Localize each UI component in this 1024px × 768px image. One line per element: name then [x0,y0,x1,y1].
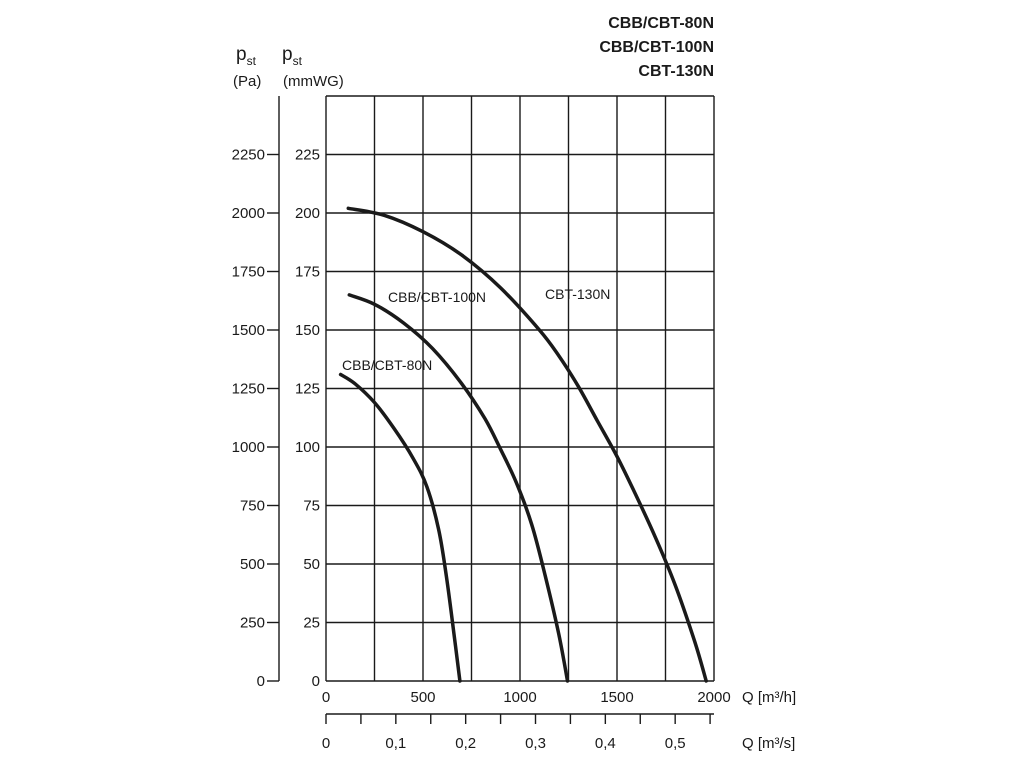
y-axis-mmwg-tick-label: 100 [295,439,320,456]
y-axis-pa-symbol: p [236,44,247,65]
y-axis-pa-tick-label: 0 [257,673,265,690]
y-axis-mmwg-unit: (mmWG) [283,73,344,90]
svg-text:pst: pst [236,44,257,68]
curve-cbb-cbt-100n [347,293,570,683]
x-axis-m3h-tick-label: 1000 [503,689,536,706]
x-axis-m3h-tick-label: 2000 [697,689,730,706]
x-axis-m3h-label: Q [m³/h] [742,689,796,706]
y-axis-mmwg-header: pst (mmWG) [282,44,344,90]
x-axis-m3h-tick-label: 500 [410,689,435,706]
x-axis-m3s-tick-label: 0,3 [525,735,546,752]
y-axis-pa-unit: (Pa) [233,73,261,90]
curve-cbb-cbt-80n [338,372,462,683]
y-axis-pa-tick-label: 1750 [232,264,265,281]
y-axis-mmwg-tick-label: 25 [303,615,320,632]
curve-label: CBB/CBT-80N [342,357,432,373]
x-axis-m3h-tick-label: 1500 [600,689,633,706]
y-axis-pa-tick-label: 2250 [232,147,265,164]
y-axis-mmwg-tick-label: 150 [295,322,320,339]
x-axis-m3s-tick-label: 0,1 [385,735,406,752]
y-axis-pa-tick-label: 2000 [232,205,265,222]
y-axis-pa-tick-label: 1500 [232,322,265,339]
y-axis-pa-header: pst (Pa) [233,44,261,90]
y-axis-mmwg-symbol: p [282,44,293,65]
curve-label: CBB/CBT-100N [388,289,486,305]
title-line-2: CBB/CBT-100N [599,39,714,56]
x-axis-m3s-tick-label: 0 [322,735,330,752]
plot-grid [326,95,715,681]
curve-cbt-130n [346,206,708,683]
y-axis-pa-tick-label: 750 [240,498,265,515]
y-axis-mmwg-tick-label: 125 [295,381,320,398]
y-axis-pa-tick-label: 500 [240,556,265,573]
y-axis-pa-tick-label: 250 [240,615,265,632]
title-line-3: CBT-130N [638,63,714,80]
y-axis-mmwg-tick-label: 175 [295,264,320,281]
y-axis-mmwg-tick-label: 50 [303,556,320,573]
x-axis-m3s-tick-label: 0,2 [455,735,476,752]
x-axis-m3s-label: Q [m³/s] [742,735,795,752]
fan-curves [338,206,708,683]
curve-labels: CBB/CBT-80N CBB/CBT-100N CBT-130N [342,286,610,373]
y-axis-mmwg-tick-label: 0 [312,673,320,690]
y-axis-mmwg-tick-label: 200 [295,205,320,222]
y-axis-pa-tick-label: 1250 [232,381,265,398]
curve-label: CBT-130N [545,286,610,302]
y-axis-mmwg-subscript: st [293,54,303,68]
chart-title: CBB/CBT-80N CBB/CBT-100N CBT-130N [599,15,714,80]
y-axis-pa-tick-label: 1000 [232,439,265,456]
x-axis-m3s-tick-label: 0,4 [595,735,616,752]
axes: 0250500750100012501500175020002250025507… [232,96,731,752]
y-axis-pa-subscript: st [247,54,257,68]
x-axis-m3s-tick-label: 0,5 [665,735,686,752]
y-axis-mmwg-tick-label: 75 [303,498,320,515]
y-axis-mmwg-tick-label: 225 [295,147,320,164]
title-line-1: CBB/CBT-80N [608,15,714,32]
x-axis-m3h-tick-label: 0 [322,689,330,706]
svg-text:pst: pst [282,44,303,68]
